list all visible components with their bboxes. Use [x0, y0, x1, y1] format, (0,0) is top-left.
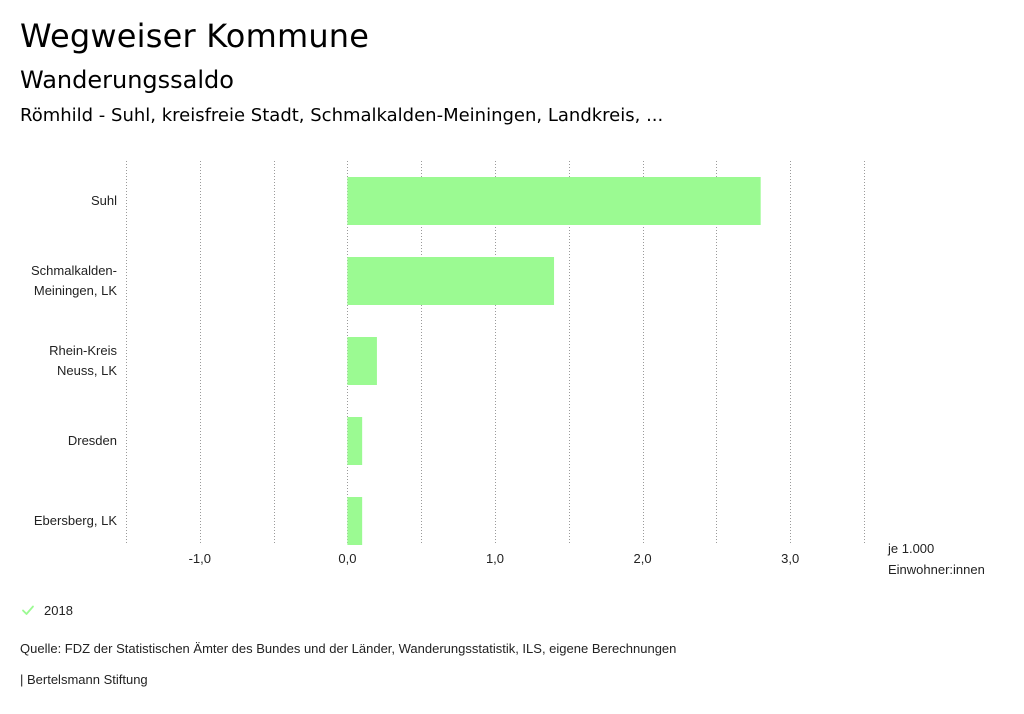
check-icon	[22, 605, 34, 615]
bar-1[interactable]	[347, 257, 555, 305]
legend-label-2018: 2018	[44, 602, 73, 618]
x-tick-label-1: 0,0	[338, 551, 356, 566]
category-label-1: Schmalkalden-Meiningen, LK	[31, 263, 117, 298]
category-label-2: Rhein-Kreis Neuss, LK	[49, 343, 117, 378]
chart-subtitle: Wanderungssaldo	[20, 66, 234, 94]
x-axis-ticks: -1,0 0,0 1,0 2,0 3,0	[189, 551, 800, 566]
x-axis-unit-label: je 1.000 Einwohner:innen	[888, 541, 985, 577]
region-selection: Römhild - Suhl, kreisfreie Stadt, Schmal…	[20, 105, 664, 126]
page-title: Wegweiser Kommune	[20, 17, 370, 55]
x-tick-label-4: 3,0	[781, 551, 799, 566]
bar-3[interactable]	[347, 417, 363, 465]
category-label-3: Dresden	[68, 433, 117, 448]
legend[interactable]: 2018	[20, 602, 73, 618]
category-label-0: Suhl	[91, 193, 117, 208]
x-tick-label-3: 2,0	[634, 551, 652, 566]
bar-0[interactable]	[347, 177, 761, 225]
x-tick-label-2: 1,0	[486, 551, 504, 566]
bars	[347, 177, 761, 545]
source-note: Quelle: FDZ der Statistischen Ämter des …	[20, 641, 677, 656]
bar-2[interactable]	[347, 337, 377, 385]
grid-lines	[126, 161, 865, 544]
bar-4[interactable]	[347, 497, 363, 545]
category-labels: Suhl Schmalkalden-Meiningen, LK Rhein-Krei…	[31, 193, 117, 528]
credit-note: | Bertelsmann Stiftung	[20, 672, 148, 687]
x-tick-label-0: -1,0	[189, 551, 211, 566]
category-label-4: Ebersberg, LK	[34, 513, 117, 528]
